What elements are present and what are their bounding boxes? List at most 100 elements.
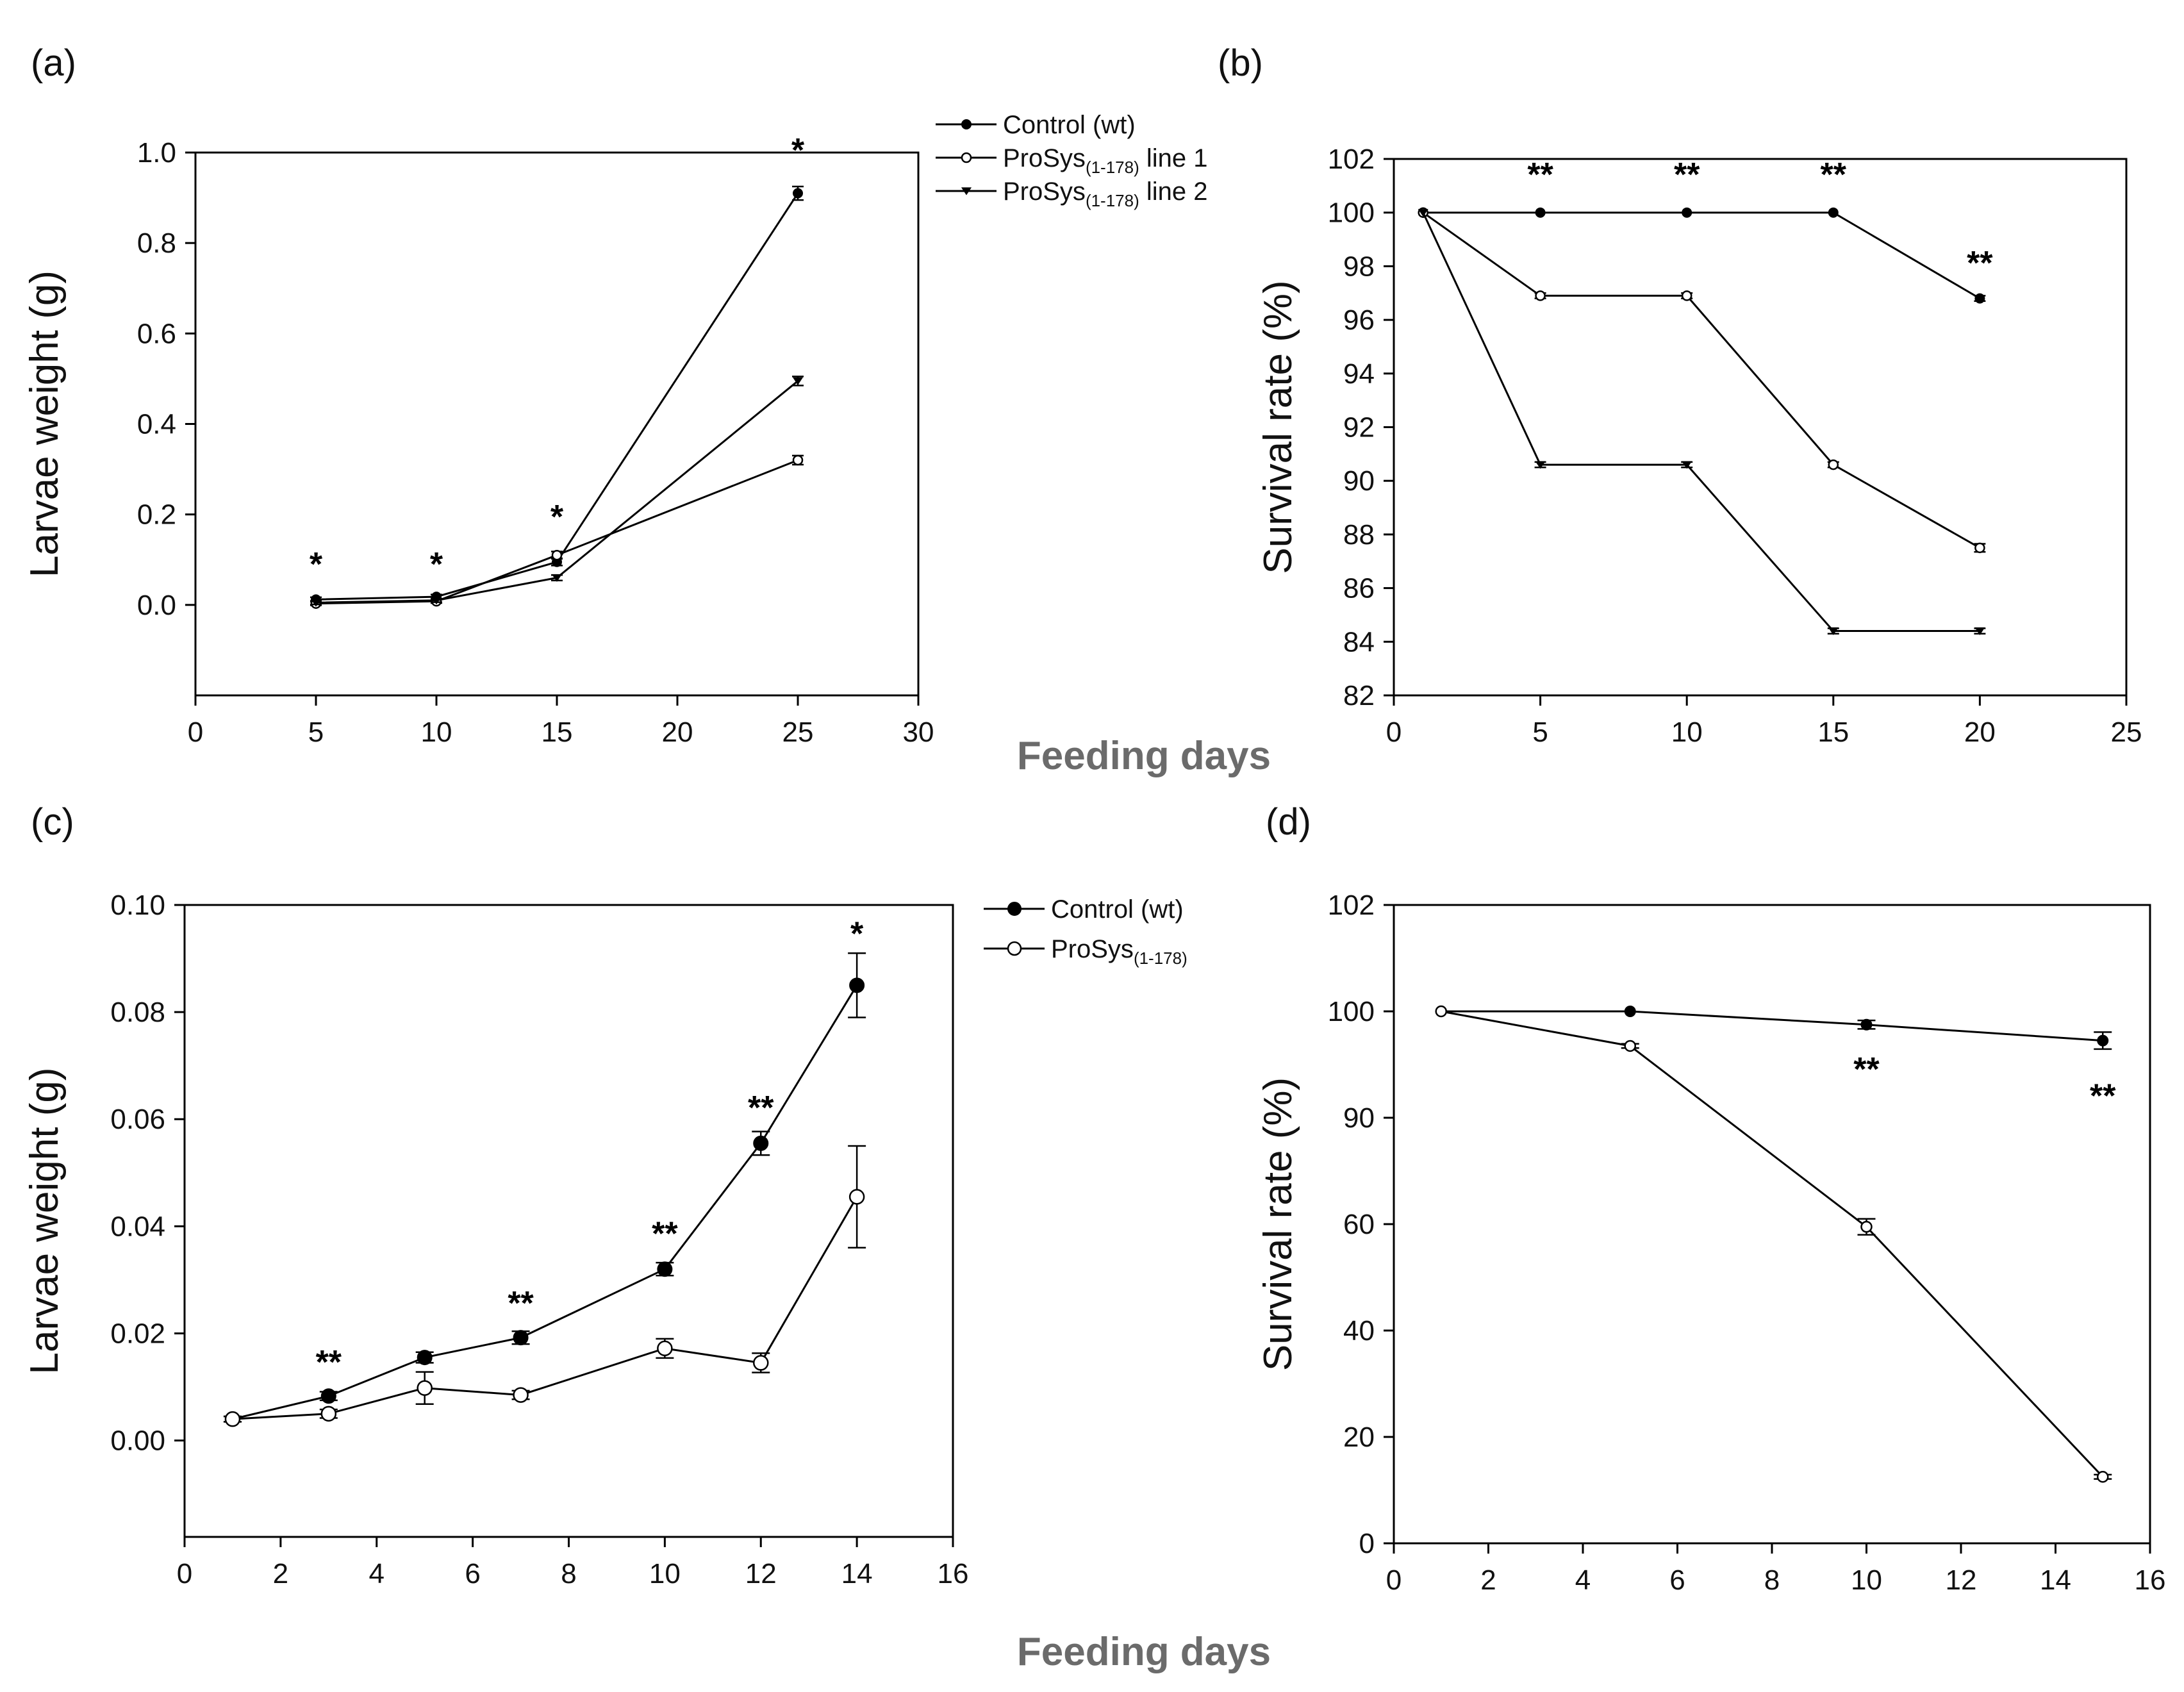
data-point: [1418, 209, 1428, 217]
legend-label-subscript: (1-178): [1134, 949, 1187, 968]
x-tick-label: 5: [1532, 717, 1548, 748]
data-point: [320, 1406, 337, 1422]
y-axis-title: Larvae weight (g): [22, 1067, 67, 1374]
data-point: [849, 977, 865, 993]
y-axis-title: Survival rate (%): [1256, 1077, 1300, 1371]
y-tick-label: 0.04: [110, 1211, 165, 1242]
legend-marker: [1007, 902, 1022, 916]
data-point: [1682, 207, 1692, 218]
x-tick-label: 10: [1851, 1564, 1882, 1596]
data-point: [1974, 293, 1985, 304]
data-point: [753, 1355, 769, 1371]
y-tick-label: 102: [1328, 144, 1375, 175]
data-point: [551, 574, 563, 582]
data-point: [1974, 542, 1985, 554]
data-point: [1535, 207, 1546, 218]
y-tick-label: 96: [1343, 304, 1375, 336]
data-point: [417, 1380, 433, 1396]
x-tick-label: 16: [2135, 1564, 2166, 1596]
plot-frame: [1393, 158, 2128, 697]
y-tick-label: 94: [1343, 358, 1375, 390]
data-point: [224, 1411, 241, 1427]
plot-frame: [194, 151, 920, 697]
panel-a: (a) 0 5 10 15 20 25 30 0.0 0.2 0.4 0.6 0.8 1.0 Larvae …: [22, 42, 1208, 748]
plot-frame: [1393, 904, 2151, 1545]
data-point: [431, 597, 442, 605]
x-tick-label: 20: [1964, 717, 1996, 748]
y-tick-label: 0.2: [137, 499, 176, 531]
y-tick-label: 84: [1343, 626, 1375, 658]
data-point: [1974, 627, 1985, 635]
data-point: [1860, 1220, 1873, 1233]
legend-label-text: Control (wt): [1003, 111, 1136, 139]
y-tick-label: 92: [1343, 412, 1375, 444]
x-tick-label: 25: [782, 717, 814, 748]
y-tick-label: 0.08: [110, 997, 165, 1028]
data-point: [793, 188, 803, 199]
data-point: [657, 1340, 673, 1357]
y-tick-label: 86: [1343, 573, 1375, 604]
data-point: [513, 1330, 529, 1346]
y-tick-label: 0.00: [110, 1425, 165, 1457]
data-point: [1828, 627, 1839, 635]
significance-mark: **: [1674, 156, 1700, 194]
y-tick-label: 1.0: [137, 137, 176, 169]
data-point: [1624, 1040, 1636, 1052]
panel-label: (d): [1266, 801, 1311, 843]
y-tick-label: 60: [1343, 1209, 1375, 1240]
y-tick-label: 82: [1343, 680, 1375, 711]
legend: Control (wt) ProSys(1-178) line 1ProSys(1…: [936, 111, 1208, 210]
y-tick-label: 102: [1328, 890, 1375, 921]
significance-mark: *: [310, 546, 323, 583]
series-line: [315, 192, 799, 601]
data-point: [792, 377, 804, 385]
legend-label: ProSys(1-178): [1051, 935, 1187, 968]
panel-d: (d) 0 2 4 6 8 10 12 14 16 0 20 40 60 90 100 102 Survival …: [1256, 801, 2165, 1596]
significance-mark: **: [2090, 1077, 2116, 1115]
data-point: [753, 1135, 769, 1151]
x-tick-label: 14: [2040, 1564, 2071, 1596]
panel-label: (a): [31, 42, 76, 84]
significance-mark: **: [316, 1344, 342, 1381]
significance-mark: **: [1967, 245, 1993, 282]
legend-label-suffix: line 2: [1139, 178, 1208, 206]
x-tick-label: 4: [1575, 1564, 1591, 1596]
y-axis-title: Larvae weight (g): [22, 270, 67, 577]
significance-mark: *: [430, 546, 443, 583]
x-tick-label: 12: [745, 1558, 777, 1589]
legend-label: ProSys(1-178) line 2: [1003, 178, 1208, 210]
legend-label-suffix: line 1: [1139, 144, 1208, 172]
legend-label: Control (wt): [1003, 111, 1136, 139]
legend-label: Control (wt): [1051, 895, 1184, 924]
legend-label: ProSys(1-178) line 1: [1003, 144, 1208, 177]
x-tick-label: 15: [542, 717, 573, 748]
series-line: [1441, 1010, 2103, 1042]
data-point: [320, 1388, 336, 1404]
y-tick-label: 0: [1359, 1528, 1375, 1559]
x-tick-label: 14: [841, 1558, 873, 1589]
x-tick-label: 2: [1480, 1564, 1496, 1596]
y-tick-label: 90: [1343, 465, 1375, 497]
legend-label-text: Control (wt): [1051, 895, 1184, 924]
y-tick-label: 0.8: [137, 228, 176, 259]
y-tick-label: 90: [1343, 1102, 1375, 1134]
legend: Control (wt) ProSys(1-178): [984, 895, 1187, 968]
y-tick-label: 100: [1328, 197, 1375, 229]
x-tick-label: 6: [465, 1558, 480, 1589]
significance-mark: **: [508, 1285, 534, 1322]
data-point: [417, 1350, 433, 1366]
x-tick-label: 0: [188, 717, 203, 748]
data-point: [1828, 207, 1839, 218]
data-point: [513, 1387, 529, 1403]
y-tick-label: 0.6: [137, 318, 176, 349]
y-tick-label: 98: [1343, 251, 1375, 282]
panel-label: (c): [31, 801, 74, 843]
y-tick-label: 0.02: [110, 1318, 165, 1349]
data-point: [657, 1261, 673, 1277]
significance-mark: **: [1821, 156, 1847, 194]
significance-mark: *: [850, 916, 864, 953]
significance-mark: **: [1527, 156, 1553, 194]
x-tick-label: 10: [649, 1558, 681, 1589]
legend-label-text: ProSys: [1051, 935, 1134, 963]
data-point: [2097, 1034, 2109, 1047]
